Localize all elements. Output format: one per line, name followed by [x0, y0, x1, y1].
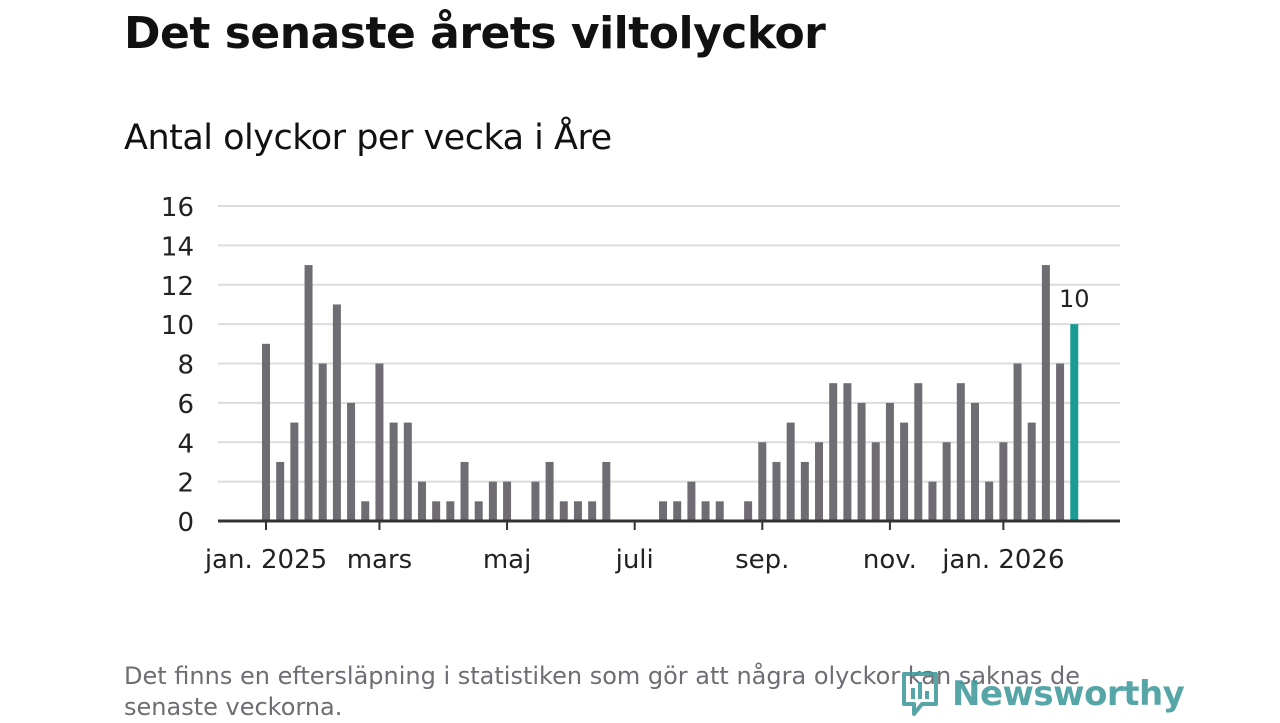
bar-chart: 0 2 4 6 8 10 12 14 16 jan. 2025 mars maj juli sep. nov… — [161, 193, 1120, 575]
bar — [588, 501, 597, 521]
bar — [659, 501, 668, 521]
y-tick-label: 10 — [161, 311, 194, 341]
bar — [432, 501, 441, 521]
bars — [262, 265, 1079, 521]
bar — [347, 402, 356, 521]
bar — [885, 402, 894, 521]
bar — [318, 363, 327, 521]
newsworthy-logo-icon — [902, 672, 938, 716]
x-tick-label: juli — [615, 545, 654, 575]
bar — [460, 461, 469, 521]
bar — [602, 461, 611, 521]
newsworthy-logo-text: Newsworthy — [952, 674, 1185, 714]
y-tick-label: 0 — [177, 508, 194, 538]
bar — [262, 343, 270, 521]
bar — [815, 442, 824, 521]
bar — [389, 422, 398, 521]
labels: 0 2 4 6 8 10 12 14 16 jan. 2025 mars maj juli sep. nov… — [161, 193, 1090, 575]
bar — [417, 481, 426, 521]
y-tick-label: 6 — [177, 390, 194, 420]
bar — [276, 461, 285, 521]
bar — [545, 461, 554, 521]
y-tick-label: 4 — [177, 429, 194, 459]
bar — [687, 481, 696, 521]
bar — [1027, 422, 1036, 521]
bar — [503, 481, 512, 521]
bar — [290, 422, 299, 521]
bar — [361, 501, 370, 521]
bar — [971, 402, 979, 521]
x-tick-label: maj — [483, 545, 531, 575]
bar — [843, 383, 852, 521]
bar — [857, 402, 866, 521]
bar — [928, 481, 937, 521]
bar — [715, 501, 724, 521]
bar — [332, 304, 341, 521]
x-tick-label: mars — [347, 545, 413, 575]
bar — [446, 501, 455, 521]
bar — [942, 442, 951, 521]
chart-subtitle: Antal olyckor per vecka i Åre — [124, 118, 612, 158]
axes — [218, 519, 1120, 530]
bar — [772, 461, 781, 521]
y-tick-label: 2 — [177, 469, 194, 499]
x-tick-label: nov. — [863, 545, 917, 575]
y-tick-label: 8 — [177, 351, 194, 381]
bar — [1056, 363, 1065, 521]
bar — [985, 481, 994, 521]
bar — [375, 363, 384, 521]
bar — [829, 383, 838, 521]
bar — [701, 501, 710, 521]
y-tick-label: 16 — [161, 193, 194, 223]
bar — [871, 442, 880, 521]
y-tick-label: 12 — [161, 272, 194, 302]
bar — [800, 461, 809, 521]
grid-lines — [218, 205, 1120, 483]
highlight-value-label: 10 — [1059, 285, 1090, 313]
x-tick-label: jan. 2025 — [204, 545, 327, 575]
bar — [758, 442, 767, 521]
bar — [914, 383, 923, 521]
bar — [474, 501, 483, 521]
highlight-bar — [1070, 324, 1079, 521]
bar — [744, 501, 753, 521]
bar — [488, 481, 497, 521]
newsworthy-logo: Newsworthy — [900, 669, 1185, 719]
bar — [559, 501, 568, 521]
bar — [403, 422, 412, 521]
bar — [573, 501, 582, 521]
bar — [673, 501, 682, 521]
bar — [1041, 265, 1050, 521]
x-tick-label: sep. — [735, 545, 789, 575]
bar — [1013, 363, 1022, 521]
chart-title: Det senaste årets viltolyckor — [124, 8, 826, 59]
bar — [900, 422, 909, 521]
y-tick-label: 14 — [161, 232, 194, 262]
x-tick-label: jan. 2026 — [941, 545, 1064, 575]
bar — [531, 481, 540, 521]
bar — [999, 442, 1008, 521]
bar — [786, 422, 795, 521]
bar — [304, 265, 313, 521]
bar — [956, 383, 965, 521]
